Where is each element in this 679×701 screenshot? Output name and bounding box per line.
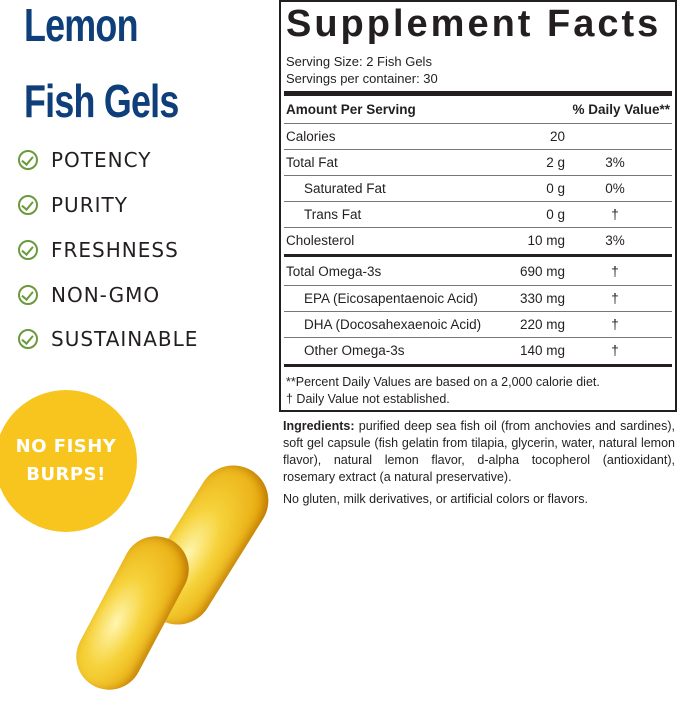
nutrient-dv: †: [611, 291, 619, 306]
nutrient-amount: 2 g: [546, 155, 565, 170]
nutrient-name: Total Omega-3s: [286, 264, 382, 279]
divider: [284, 364, 672, 367]
facts-row: EPA (Eicosapentaenoic Acid) 330 mg †: [286, 289, 670, 309]
ingredients-text: Ingredients: purified deep sea fish oil …: [283, 418, 675, 486]
nutrient-amount: 140 mg: [519, 343, 565, 358]
nutrient-dv: 0%: [605, 181, 625, 196]
facts-title: Supplement Facts: [286, 3, 662, 45]
nutrient-name: Saturated Fat: [304, 181, 386, 196]
nutrient-amount: 690 mg: [519, 264, 565, 279]
benefit-freshness: FRESHNESS: [18, 238, 179, 262]
divider: [284, 227, 672, 228]
benefit-sustainable: SUSTAINABLE: [18, 327, 198, 351]
divider: [284, 337, 672, 338]
divider: [284, 123, 672, 124]
nutrient-dv: †: [611, 317, 619, 332]
benefit-label: NON-GMO: [51, 283, 161, 307]
free-from-statement: No gluten, milk derivatives, or artifici…: [283, 492, 588, 506]
divider: [284, 91, 672, 96]
benefit-purity: PURITY: [18, 193, 128, 217]
nutrient-dv: †: [611, 264, 619, 279]
divider: [284, 311, 672, 312]
nutrient-name: Total Fat: [286, 155, 338, 170]
ingredients-label: Ingredients:: [283, 419, 355, 433]
nutrient-amount: 330 mg: [519, 291, 565, 306]
benefit-label: POTENCY: [51, 148, 152, 172]
benefit-non-gmo: NON-GMO: [18, 283, 160, 307]
badge-line2: BURPS!: [26, 464, 106, 485]
nutrient-name: Other Omega-3s: [304, 343, 405, 358]
header-amount: Amount Per Serving: [286, 102, 416, 117]
benefit-potency: POTENCY: [18, 148, 151, 172]
badge-line1: NO FISHY: [15, 436, 117, 457]
nutrient-name: Cholesterol: [286, 233, 355, 248]
nutrient-name: Trans Fat: [304, 207, 362, 222]
nutrient-name: EPA (Eicosapentaenoic Acid): [304, 291, 478, 306]
footnote-daily-values: **Percent Daily Values are based on a 2,…: [286, 375, 600, 389]
nutrient-amount: 10 mg: [527, 233, 565, 248]
benefit-label: SUSTAINABLE: [51, 327, 199, 351]
nutrient-amount: 0 g: [546, 181, 565, 196]
divider: [284, 201, 672, 202]
nutrient-amount: 0 g: [546, 207, 565, 222]
check-circle-icon: [18, 285, 38, 305]
nutrient-name: Calories: [286, 129, 336, 144]
product-title-line2: Fish Gels: [24, 75, 179, 127]
check-circle-icon: [18, 150, 38, 170]
no-fishy-burps-badge: NO FISHY BURPS!: [0, 390, 137, 532]
nutrient-dv: 3%: [605, 233, 625, 248]
nutrient-dv: †: [611, 207, 619, 222]
nutrient-dv: 3%: [605, 155, 625, 170]
benefit-label: FRESHNESS: [51, 238, 179, 262]
ingredients-section: Ingredients: purified deep sea fish oil …: [283, 418, 675, 508]
check-circle-icon: [18, 240, 38, 260]
product-title-line1: Lemon: [24, 0, 138, 51]
check-circle-icon: [18, 329, 38, 349]
facts-row: Total Omega-3s 690 mg †: [286, 262, 670, 282]
nutrient-amount: 20: [549, 129, 565, 144]
facts-row: Other Omega-3s 140 mg †: [286, 341, 670, 361]
nutrient-amount: 220 mg: [519, 317, 565, 332]
servings-per-container: Servings per container: 30: [286, 71, 438, 86]
ingredients-list: purified deep sea fish oil (from anchovi…: [283, 419, 675, 484]
footnote-not-established: † Daily Value not established.: [286, 392, 450, 406]
facts-row: Saturated Fat 0 g 0%: [286, 179, 670, 199]
facts-row: Cholesterol 10 mg 3%: [286, 231, 670, 251]
facts-row: Total Fat 2 g 3%: [286, 153, 670, 173]
divider: [284, 175, 672, 176]
header-daily-value: % Daily Value**: [572, 102, 670, 117]
facts-header: Amount Per Serving % Daily Value**: [286, 100, 670, 120]
supplement-facts-panel: Supplement Facts Serving Size: 2 Fish Ge…: [279, 0, 677, 412]
facts-row: Trans Fat 0 g †: [286, 205, 670, 225]
serving-size: Serving Size: 2 Fish Gels: [286, 54, 432, 69]
divider: [284, 149, 672, 150]
facts-row: DHA (Docosahexaenoic Acid) 220 mg †: [286, 315, 670, 335]
benefit-label: PURITY: [51, 193, 128, 217]
nutrient-dv: †: [611, 343, 619, 358]
check-circle-icon: [18, 195, 38, 215]
divider: [284, 285, 672, 286]
facts-row: Calories 20: [286, 127, 670, 147]
divider: [284, 254, 672, 257]
nutrient-name: DHA (Docosahexaenoic Acid): [304, 317, 482, 332]
